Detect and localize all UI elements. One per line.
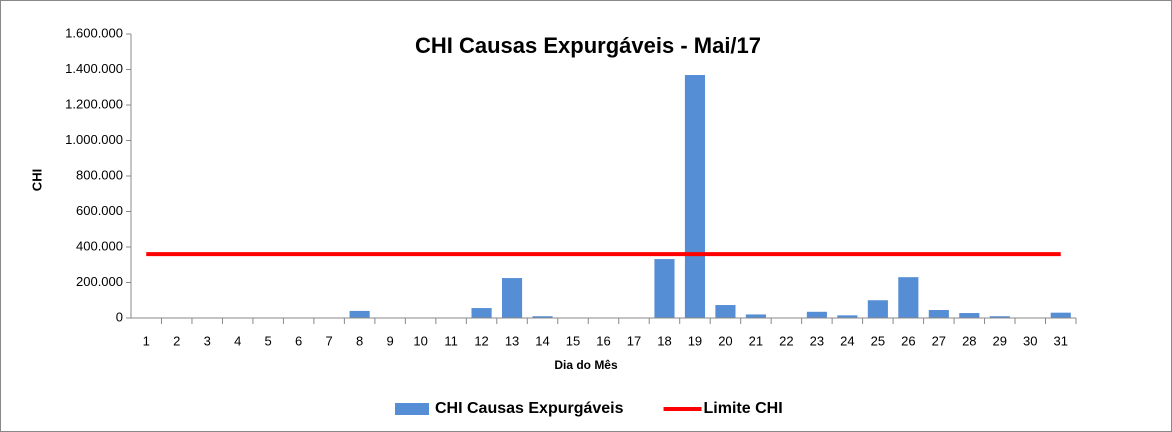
y-tick-label: 1.000.000 — [65, 132, 123, 147]
bar — [867, 300, 888, 318]
x-tick-label: 21 — [749, 333, 763, 348]
bar — [501, 278, 523, 318]
bar — [654, 259, 675, 318]
bar — [837, 315, 858, 318]
x-tick-label: 14 — [535, 333, 549, 348]
bar — [471, 308, 492, 318]
bar — [1050, 312, 1071, 318]
legend-label: Limite CHI — [704, 400, 783, 417]
y-tick-label: 1.200.000 — [65, 96, 123, 111]
chart-title: CHI Causas Expurgáveis - Mai/17 — [415, 33, 761, 58]
bar — [745, 314, 766, 318]
x-tick-label: 18 — [657, 333, 671, 348]
x-tick-label: 5 — [265, 333, 272, 348]
x-tick-label: 24 — [840, 333, 854, 348]
x-tick-label: 13 — [505, 333, 519, 348]
bar — [532, 316, 553, 318]
bar — [959, 313, 980, 318]
x-tick-label: 23 — [810, 333, 824, 348]
bar — [806, 311, 827, 318]
x-tick-label: 8 — [356, 333, 363, 348]
x-tick-label: 31 — [1054, 333, 1068, 348]
y-tick-label: 0 — [116, 309, 123, 324]
legend-swatch — [395, 403, 429, 415]
x-tick-label: 20 — [718, 333, 732, 348]
x-tick-label: 17 — [627, 333, 641, 348]
x-tick-label: 30 — [1023, 333, 1037, 348]
y-tick-label: 200.000 — [76, 274, 123, 289]
x-tick-label: 6 — [295, 333, 302, 348]
x-tick-label: 28 — [962, 333, 976, 348]
y-tick-label: 1.400.000 — [65, 61, 123, 76]
x-tick-label: 2 — [173, 333, 180, 348]
bar — [928, 310, 949, 318]
x-tick-label: 29 — [993, 333, 1007, 348]
x-tick-label: 4 — [234, 333, 241, 348]
x-tick-label: 26 — [901, 333, 915, 348]
x-tick-label: 10 — [413, 333, 427, 348]
x-tick-label: 22 — [779, 333, 793, 348]
x-tick-label: 15 — [566, 333, 580, 348]
x-tick-label: 16 — [596, 333, 610, 348]
x-tick-label: 11 — [444, 333, 458, 348]
x-tick-label: 9 — [386, 333, 393, 348]
y-tick-label: 600.000 — [76, 203, 123, 218]
y-tick-label: 1.600.000 — [65, 25, 123, 40]
y-tick-label: 400.000 — [76, 238, 123, 253]
x-tick-label: 1 — [143, 333, 150, 348]
y-axis-label: CHI — [29, 169, 44, 191]
x-tick-label: 12 — [474, 333, 488, 348]
x-tick-label: 3 — [204, 333, 211, 348]
x-tick-label: 19 — [688, 333, 702, 348]
bar — [684, 75, 706, 318]
bar — [989, 316, 1010, 318]
y-tick-label: 800.000 — [76, 167, 123, 182]
x-tick-label: 7 — [326, 333, 333, 348]
legend-label: CHI Causas Expurgáveis — [435, 400, 624, 417]
bar — [715, 305, 736, 318]
x-tick-label: 27 — [932, 333, 946, 348]
x-tick-label: 25 — [871, 333, 885, 348]
x-axis-label: Dia do Mês — [554, 358, 618, 372]
bar — [898, 277, 919, 318]
bar — [349, 310, 370, 318]
